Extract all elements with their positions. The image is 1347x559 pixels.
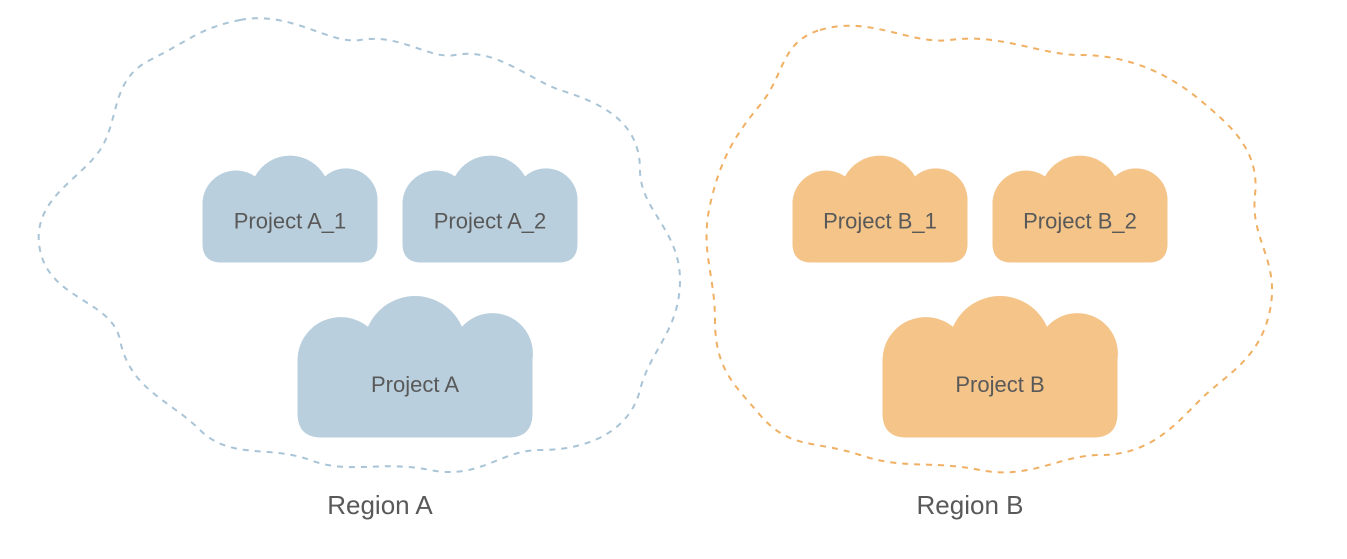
region-b-label: Region B: [900, 490, 1040, 521]
project-a-cloud: [298, 296, 533, 437]
project-b-cloud: [883, 296, 1118, 437]
project-b2-label: Project B_2: [1023, 208, 1137, 233]
diagram-canvas: Project A_1 Project A_2 Project A Project B…: [0, 0, 1347, 559]
project-b-label: Project B: [955, 372, 1044, 397]
diagram-svg: Project A_1 Project A_2 Project A Project B…: [0, 0, 1347, 559]
project-b1-label: Project B_1: [823, 208, 937, 233]
project-a2-label: Project A_2: [434, 208, 547, 233]
project-a-label: Project A: [371, 372, 459, 397]
clouds-group: Project A_1 Project A_2 Project A Project B…: [203, 156, 1168, 438]
project-a1-label: Project A_1: [234, 208, 347, 233]
region-a-label: Region A: [310, 490, 450, 521]
